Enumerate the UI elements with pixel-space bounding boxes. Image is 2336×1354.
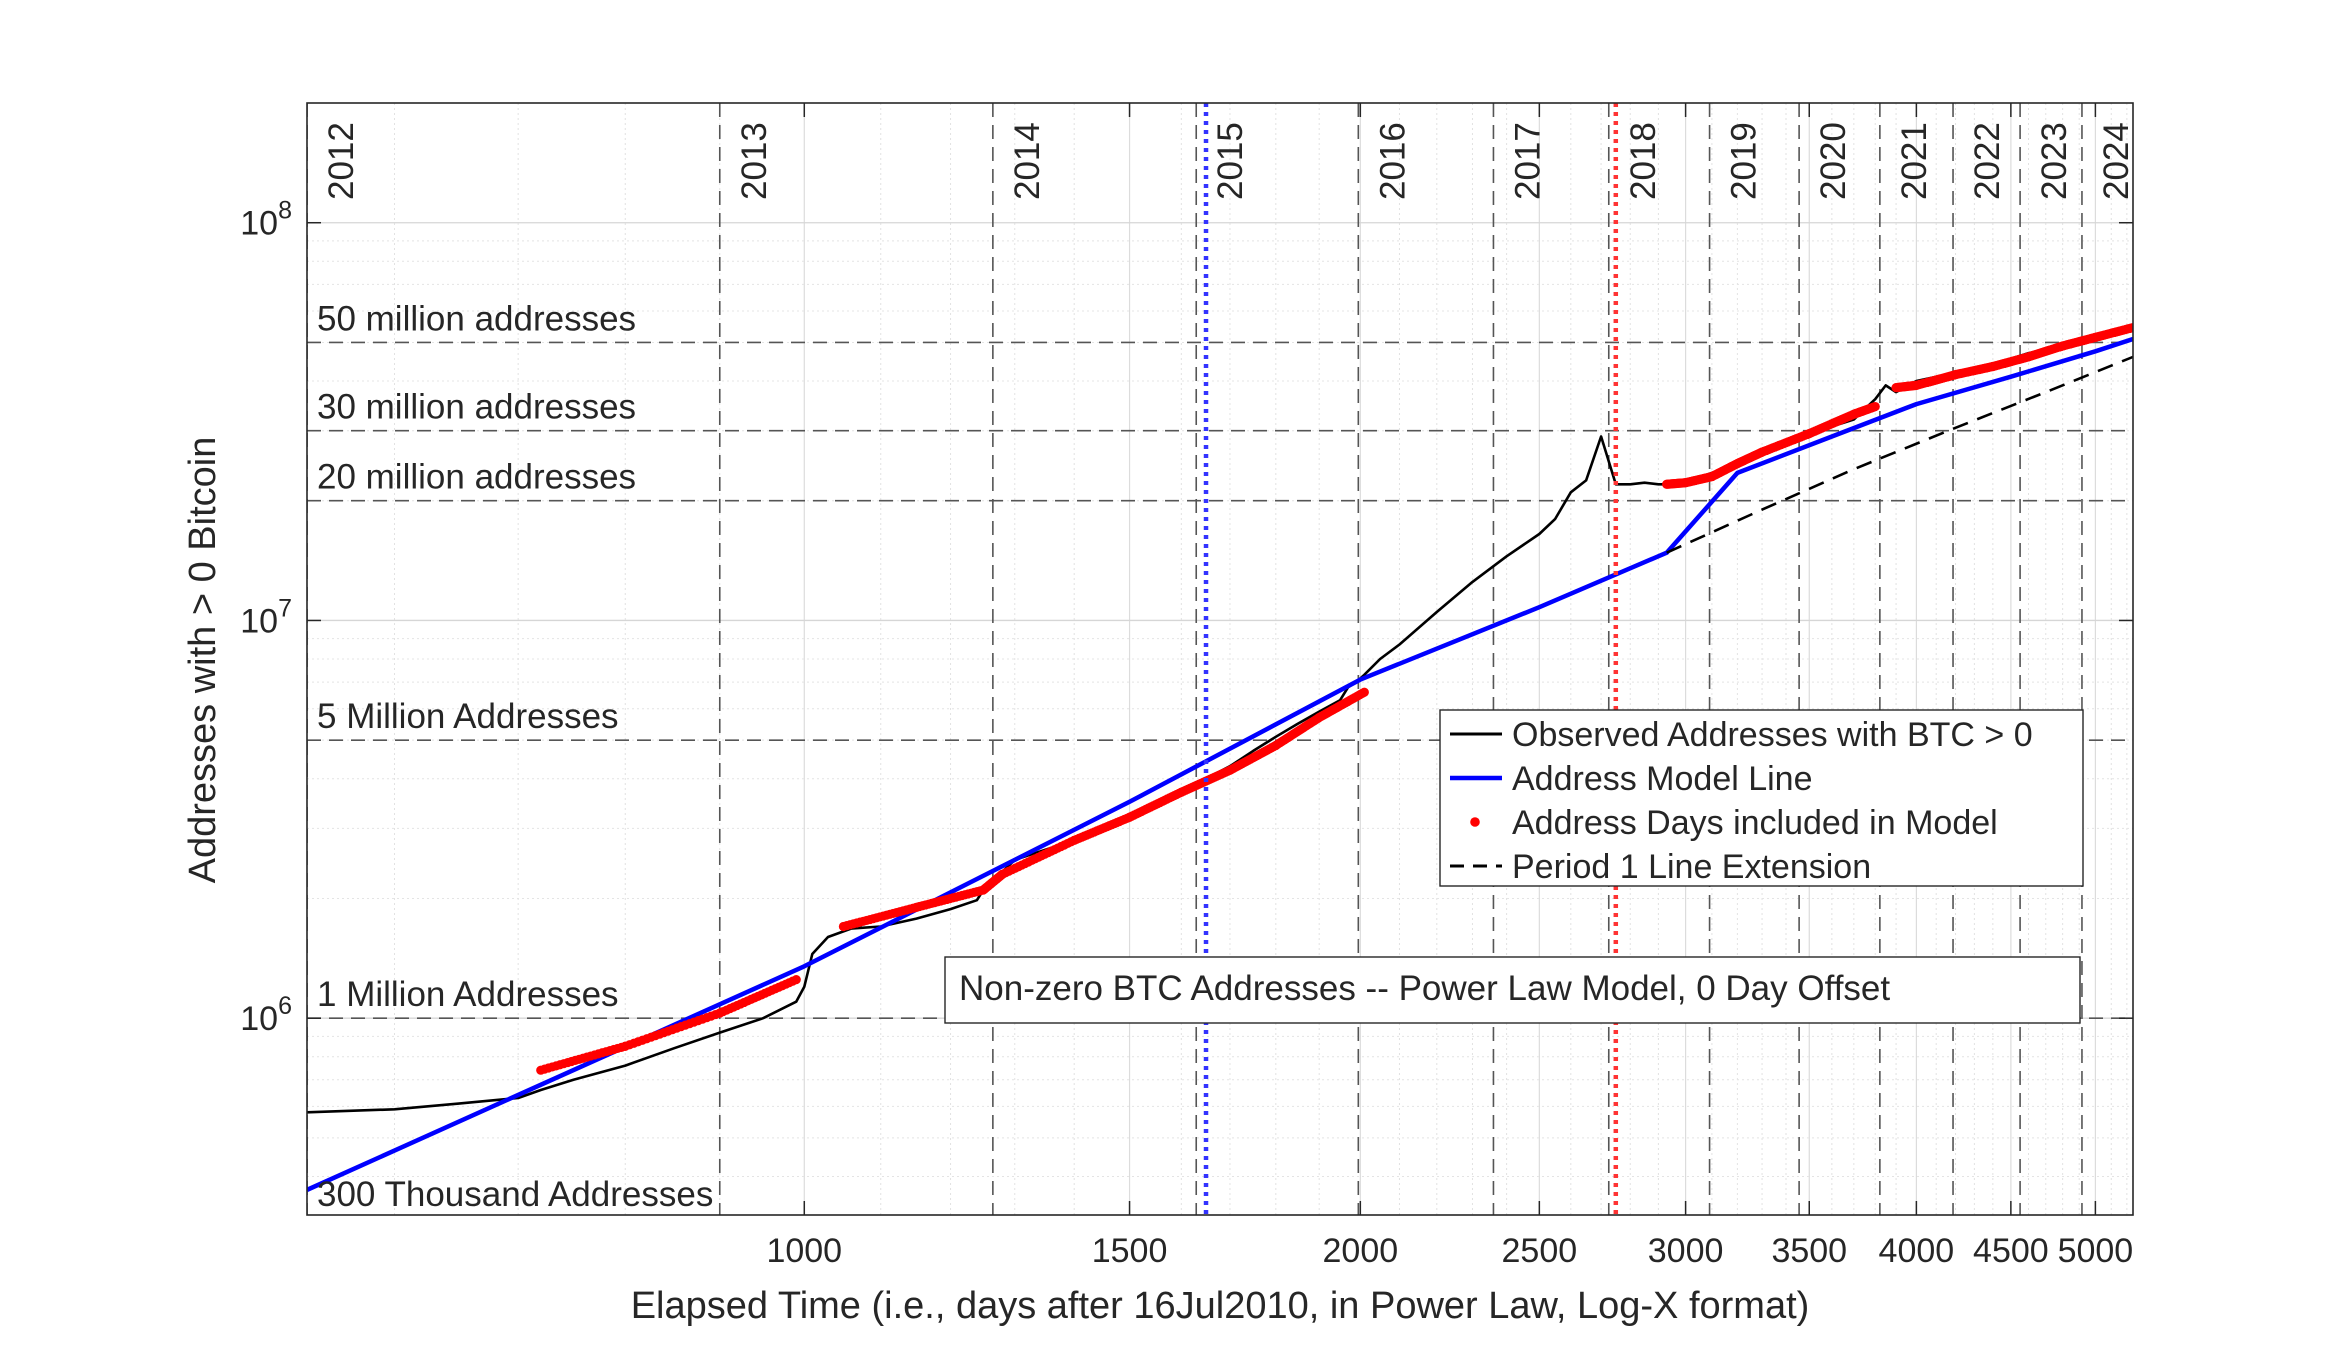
x-tick-label: 1500 <box>1092 1232 1168 1270</box>
model-day-point <box>2128 322 2133 333</box>
y-tick-label: 106 <box>240 992 292 1038</box>
annotation-text: Non-zero BTC Addresses -- Power Law Mode… <box>959 969 1890 1008</box>
year-labels: 2012 2013 2014 2015 2016 2017 2018 2019 2020 2021… <box>322 122 2136 200</box>
legend-swatch <box>1470 817 1480 827</box>
reference-label: 300 Thousand Addresses <box>317 1175 713 1214</box>
reference-label: 30 million addresses <box>317 388 636 427</box>
year-label-2014: 2014 <box>1008 122 1047 200</box>
plot-background <box>307 103 2133 1215</box>
x-tick-label: 2500 <box>1502 1232 1578 1270</box>
x-tick-label: 5000 <box>2058 1232 2134 1270</box>
x-tick-label: 4500 <box>1973 1232 2049 1270</box>
year-label-2017: 2017 <box>1508 122 1547 200</box>
reference-label: 5 Million Addresses <box>317 697 619 736</box>
legend-label: Address Days included in Model <box>1512 804 1998 842</box>
x-tick-label: 3500 <box>1771 1232 1847 1270</box>
reference-labels: 50 million addresses 30 million addresses… <box>317 299 713 1214</box>
legend: Observed Addresses with BTC > 0 Address M… <box>1439 709 2084 887</box>
year-label-2015: 2015 <box>1211 122 1250 200</box>
model-day-point <box>1359 687 1369 697</box>
axis-ticks: 1000 1500 2000 2500 3000 3500 4000 4500 5000 106 1… <box>240 103 2133 1270</box>
year-marker-lines <box>307 103 2083 1215</box>
annotation-box: Non-zero BTC Addresses -- Power Law Mode… <box>944 956 2081 1024</box>
year-label-2023: 2023 <box>2035 122 2074 200</box>
x-tick-label: 1000 <box>766 1232 842 1270</box>
legend-items: Observed Addresses with BTC > 0 Address M… <box>1450 716 2033 886</box>
x-tick-label: 4000 <box>1879 1232 1955 1270</box>
x-tick-label: 3000 <box>1648 1232 1724 1270</box>
year-label-2016: 2016 <box>1373 122 1412 200</box>
year-label-2013: 2013 <box>735 122 774 200</box>
x-tick-label: 2000 <box>1323 1232 1399 1270</box>
y-axis-label: Addresses with > 0 Bitcoin <box>182 437 224 884</box>
year-label-2019: 2019 <box>1725 122 1764 200</box>
series-line-1 <box>307 336 2133 1192</box>
legend-label: Observed Addresses with BTC > 0 <box>1512 716 2033 754</box>
series-line-3 <box>1666 355 2133 554</box>
year-label-2022: 2022 <box>1968 122 2007 200</box>
year-label-2024: 2024 <box>2097 122 2136 200</box>
model-day-point <box>1870 401 1880 412</box>
x-axis-label: Elapsed Time (i.e., days after 16Jul2010… <box>631 1285 1810 1327</box>
year-label-2021: 2021 <box>1895 122 1934 200</box>
reference-label: 50 million addresses <box>317 299 636 338</box>
legend-label: Period 1 Line Extension <box>1512 848 1871 886</box>
year-label-2018: 2018 <box>1624 122 1663 200</box>
year-label-2012: 2012 <box>322 122 361 200</box>
reference-label: 20 million addresses <box>317 458 636 497</box>
model-day-point <box>791 975 801 985</box>
y-tick-label: 108 <box>240 197 292 243</box>
year-label-2020: 2020 <box>1814 122 1853 200</box>
y-tick-label: 107 <box>240 594 292 640</box>
reference-label: 1 Million Addresses <box>317 975 619 1014</box>
legend-box <box>1439 709 2084 887</box>
series-layer <box>307 322 2133 1192</box>
legend-label: Address Model Line <box>1512 760 1813 798</box>
plot-frame <box>306 102 2134 1216</box>
